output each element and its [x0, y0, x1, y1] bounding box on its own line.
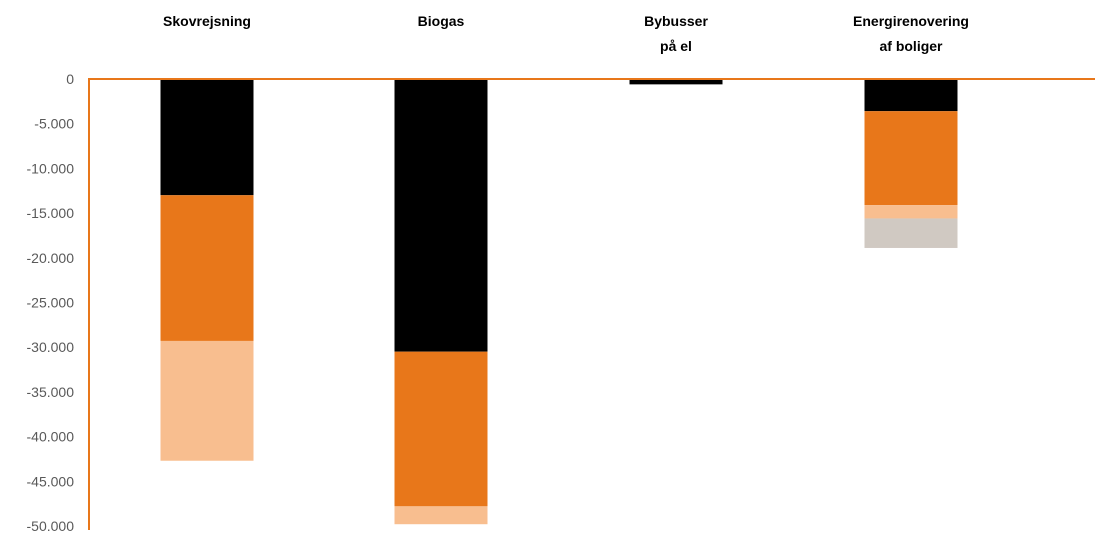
- bar-segment-3-3: [864, 218, 958, 248]
- bar-segment-3-2: [864, 205, 958, 219]
- y-tick-label: -15.000: [27, 205, 75, 221]
- y-tick-label: -25.000: [27, 295, 75, 311]
- y-tick-label: -5.000: [34, 116, 74, 132]
- bar-segment-0-2: [160, 340, 254, 461]
- bar-segment-1-1: [394, 351, 488, 507]
- y-tick-label: -35.000: [27, 384, 75, 400]
- category-label: Bybusser: [644, 13, 708, 29]
- y-tick-label: -45.000: [27, 473, 75, 489]
- y-tick-label: -20.000: [27, 250, 75, 266]
- y-tick-label: 0: [66, 71, 74, 87]
- y-tick-label: -50.000: [27, 518, 75, 534]
- y-axis-tick-labels: 0 -5.000 -10.000 -15.000 -20.000 -25.000 -30.0…: [27, 71, 75, 534]
- bar-segment-2-0: [629, 79, 723, 85]
- bar-segment-3-0: [864, 79, 958, 112]
- category-label: på el: [660, 38, 692, 54]
- y-tick-label: -30.000: [27, 339, 75, 355]
- category-labels: Skovrejsning Biogas Bybusser på el Energiren…: [163, 13, 969, 54]
- bar-segment-1-0: [394, 79, 488, 352]
- category-label: Energirenovering: [853, 13, 969, 29]
- category-label: Skovrejsning: [163, 13, 251, 29]
- bar-segment-0-1: [160, 195, 254, 341]
- y-tick-label: -40.000: [27, 429, 75, 445]
- category-label: Biogas: [418, 13, 465, 29]
- bar-segment-0-0: [160, 79, 254, 196]
- bar-segment-3-1: [864, 111, 958, 206]
- bars-layer: [160, 79, 958, 525]
- bar-segment-1-2: [394, 506, 488, 525]
- y-tick-label: -10.000: [27, 160, 75, 176]
- category-label: af boliger: [879, 38, 943, 54]
